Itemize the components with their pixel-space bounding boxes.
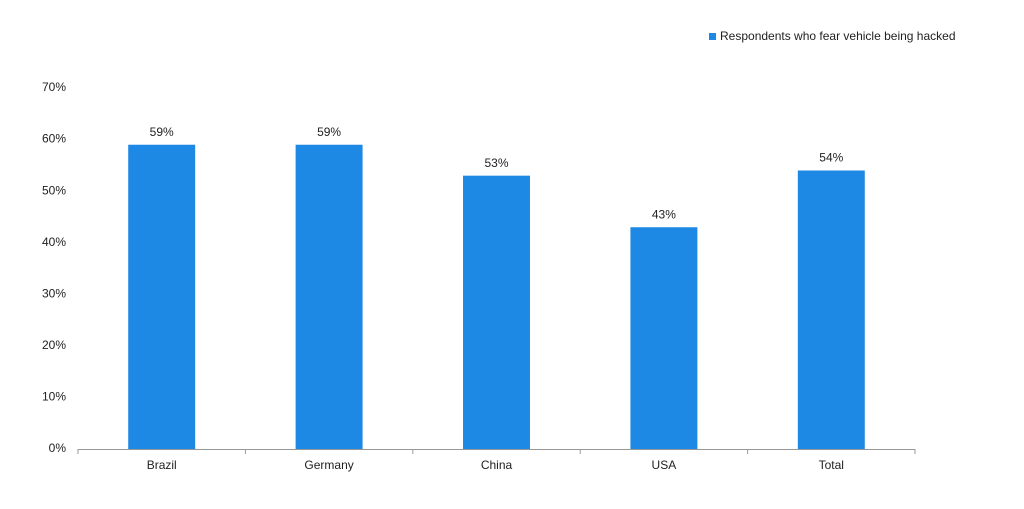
value-label: 54% bbox=[819, 151, 843, 165]
y-tick-label: 30% bbox=[42, 286, 66, 300]
y-tick-label: 50% bbox=[42, 183, 66, 197]
value-label: 59% bbox=[317, 125, 341, 139]
y-tick-label: 70% bbox=[42, 80, 66, 94]
bar bbox=[797, 170, 865, 449]
y-tick-label: 60% bbox=[42, 132, 66, 146]
y-tick-label: 0% bbox=[49, 441, 67, 455]
x-tick-label: Total bbox=[819, 458, 844, 472]
bar bbox=[630, 227, 698, 449]
x-tick-label: China bbox=[481, 458, 513, 472]
legend-swatch bbox=[709, 33, 716, 40]
value-label: 53% bbox=[484, 156, 508, 170]
y-tick-label: 10% bbox=[42, 390, 66, 404]
bar bbox=[128, 144, 196, 449]
bar bbox=[295, 144, 363, 449]
y-tick-label: 40% bbox=[42, 235, 66, 249]
x-tick-label: USA bbox=[652, 458, 677, 472]
value-label: 43% bbox=[652, 207, 676, 221]
value-label: 59% bbox=[150, 125, 174, 139]
y-tick-label: 20% bbox=[42, 338, 66, 352]
bar bbox=[463, 175, 530, 449]
x-tick-label: Germany bbox=[304, 458, 353, 472]
legend-label: Respondents who fear vehicle being hacke… bbox=[720, 29, 956, 43]
x-tick-label: Brazil bbox=[147, 458, 177, 472]
